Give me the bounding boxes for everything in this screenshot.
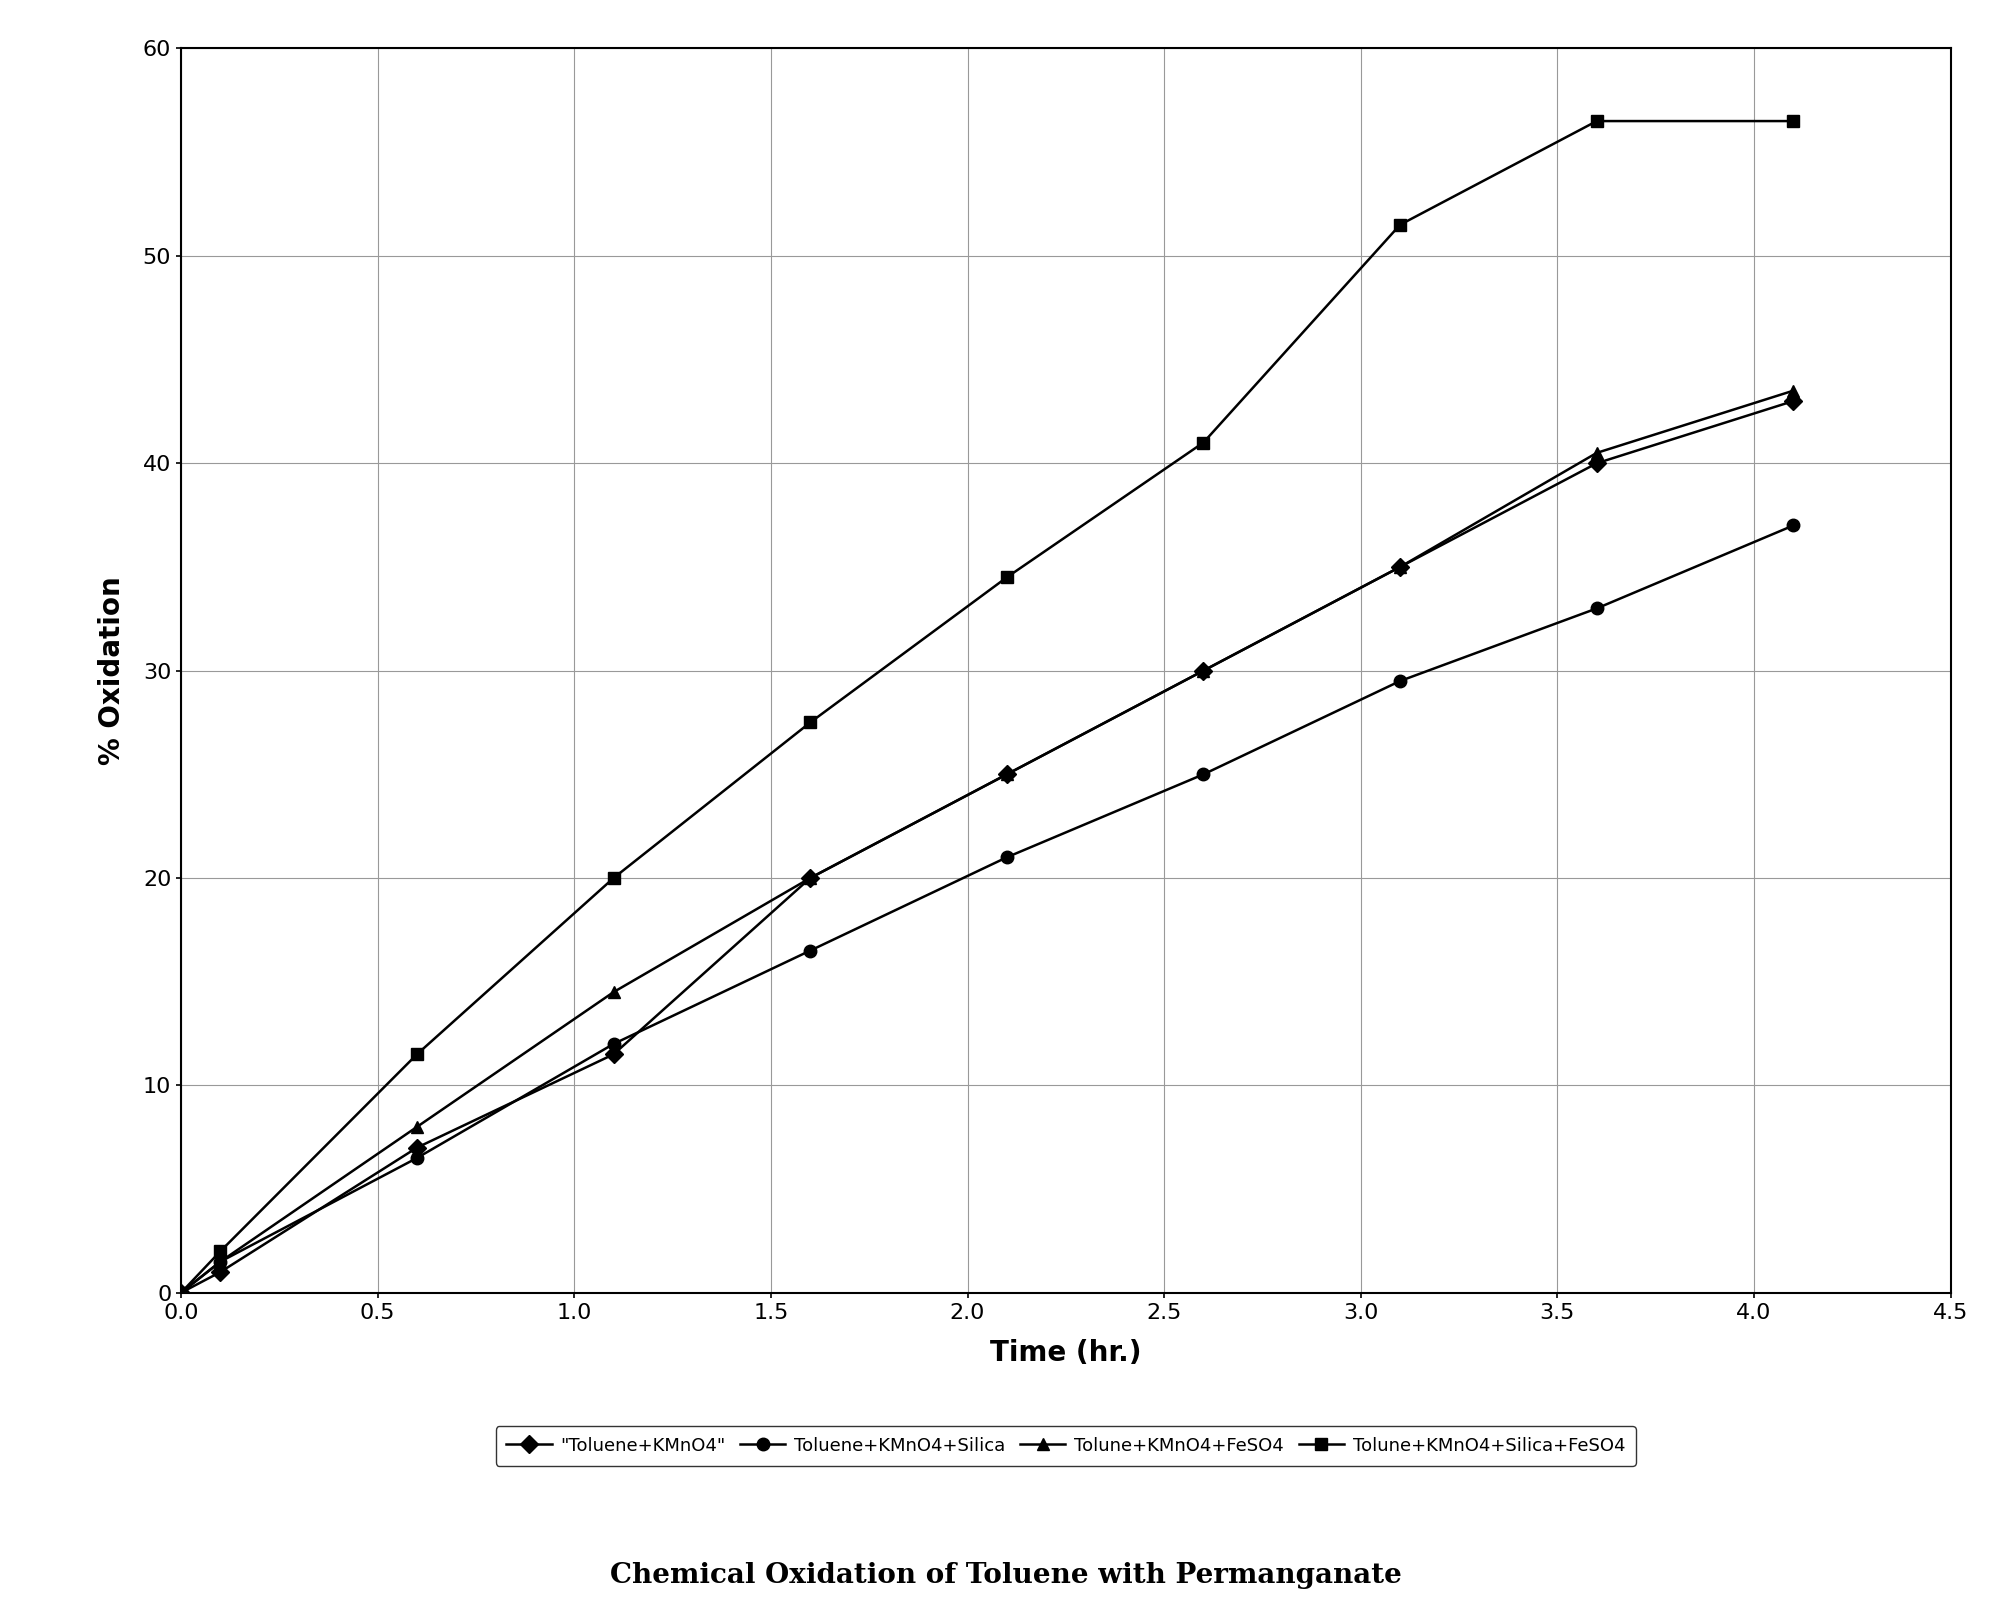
Tolune+KMnO4+FeSO4 (601, 983, 625, 1002)
Tolune+KMnO4+Silica+FeSO4 (1191, 433, 1215, 452)
Tolune+KMnO4+FeSO4 (1388, 558, 1412, 577)
Toluene+KMnO4+Silica (798, 941, 822, 960)
"Toluene+KMnO4" (169, 1283, 193, 1302)
Tolune+KMnO4+FeSO4 (404, 1117, 428, 1136)
Tolune+KMnO4+FeSO4 (1585, 443, 1609, 462)
Line: Tolune+KMnO4+Silica+FeSO4: Tolune+KMnO4+Silica+FeSO4 (175, 115, 1800, 1299)
Tolune+KMnO4+Silica+FeSO4 (1782, 112, 1806, 131)
Toluene+KMnO4+Silica (601, 1034, 625, 1054)
Toluene+KMnO4+Silica (404, 1149, 428, 1168)
Tolune+KMnO4+FeSO4 (169, 1283, 193, 1302)
"Toluene+KMnO4" (1585, 454, 1609, 473)
Tolune+KMnO4+Silica+FeSO4 (798, 713, 822, 732)
"Toluene+KMnO4" (1191, 661, 1215, 680)
Y-axis label: % Oxidation: % Oxidation (99, 577, 127, 764)
Toluene+KMnO4+Silica (169, 1283, 193, 1302)
Line: Tolune+KMnO4+FeSO4: Tolune+KMnO4+FeSO4 (175, 385, 1800, 1299)
Tolune+KMnO4+Silica+FeSO4 (209, 1241, 233, 1260)
Toluene+KMnO4+Silica (1585, 598, 1609, 617)
Tolune+KMnO4+Silica+FeSO4 (1585, 112, 1609, 131)
Tolune+KMnO4+FeSO4 (1191, 661, 1215, 680)
Tolune+KMnO4+FeSO4 (798, 868, 822, 887)
Tolune+KMnO4+FeSO4 (1782, 381, 1806, 401)
"Toluene+KMnO4" (601, 1044, 625, 1063)
Tolune+KMnO4+Silica+FeSO4 (1388, 215, 1412, 234)
Line: Toluene+KMnO4+Silica: Toluene+KMnO4+Silica (175, 519, 1800, 1299)
"Toluene+KMnO4" (995, 764, 1020, 784)
Tolune+KMnO4+Silica+FeSO4 (995, 567, 1020, 587)
Text: Chemical Oxidation of Toluene with Permanganate: Chemical Oxidation of Toluene with Perma… (609, 1563, 1402, 1589)
X-axis label: Time (hr.): Time (hr.) (989, 1340, 1142, 1367)
Tolune+KMnO4+Silica+FeSO4 (601, 868, 625, 887)
Tolune+KMnO4+Silica+FeSO4 (169, 1283, 193, 1302)
Tolune+KMnO4+Silica+FeSO4 (404, 1044, 428, 1063)
Tolune+KMnO4+FeSO4 (209, 1252, 233, 1272)
"Toluene+KMnO4" (1782, 391, 1806, 410)
Line: "Toluene+KMnO4": "Toluene+KMnO4" (175, 394, 1800, 1299)
"Toluene+KMnO4" (798, 868, 822, 887)
"Toluene+KMnO4" (404, 1138, 428, 1157)
Toluene+KMnO4+Silica (1388, 671, 1412, 690)
Tolune+KMnO4+FeSO4 (995, 764, 1020, 784)
"Toluene+KMnO4" (209, 1262, 233, 1281)
Toluene+KMnO4+Silica (995, 847, 1020, 866)
Toluene+KMnO4+Silica (209, 1252, 233, 1272)
Legend: "Toluene+KMnO4", Toluene+KMnO4+Silica, Tolune+KMnO4+FeSO4, Tolune+KMnO4+Silica+F: "Toluene+KMnO4", Toluene+KMnO4+Silica, T… (495, 1427, 1637, 1466)
Toluene+KMnO4+Silica (1782, 516, 1806, 535)
"Toluene+KMnO4" (1388, 558, 1412, 577)
Toluene+KMnO4+Silica (1191, 764, 1215, 784)
